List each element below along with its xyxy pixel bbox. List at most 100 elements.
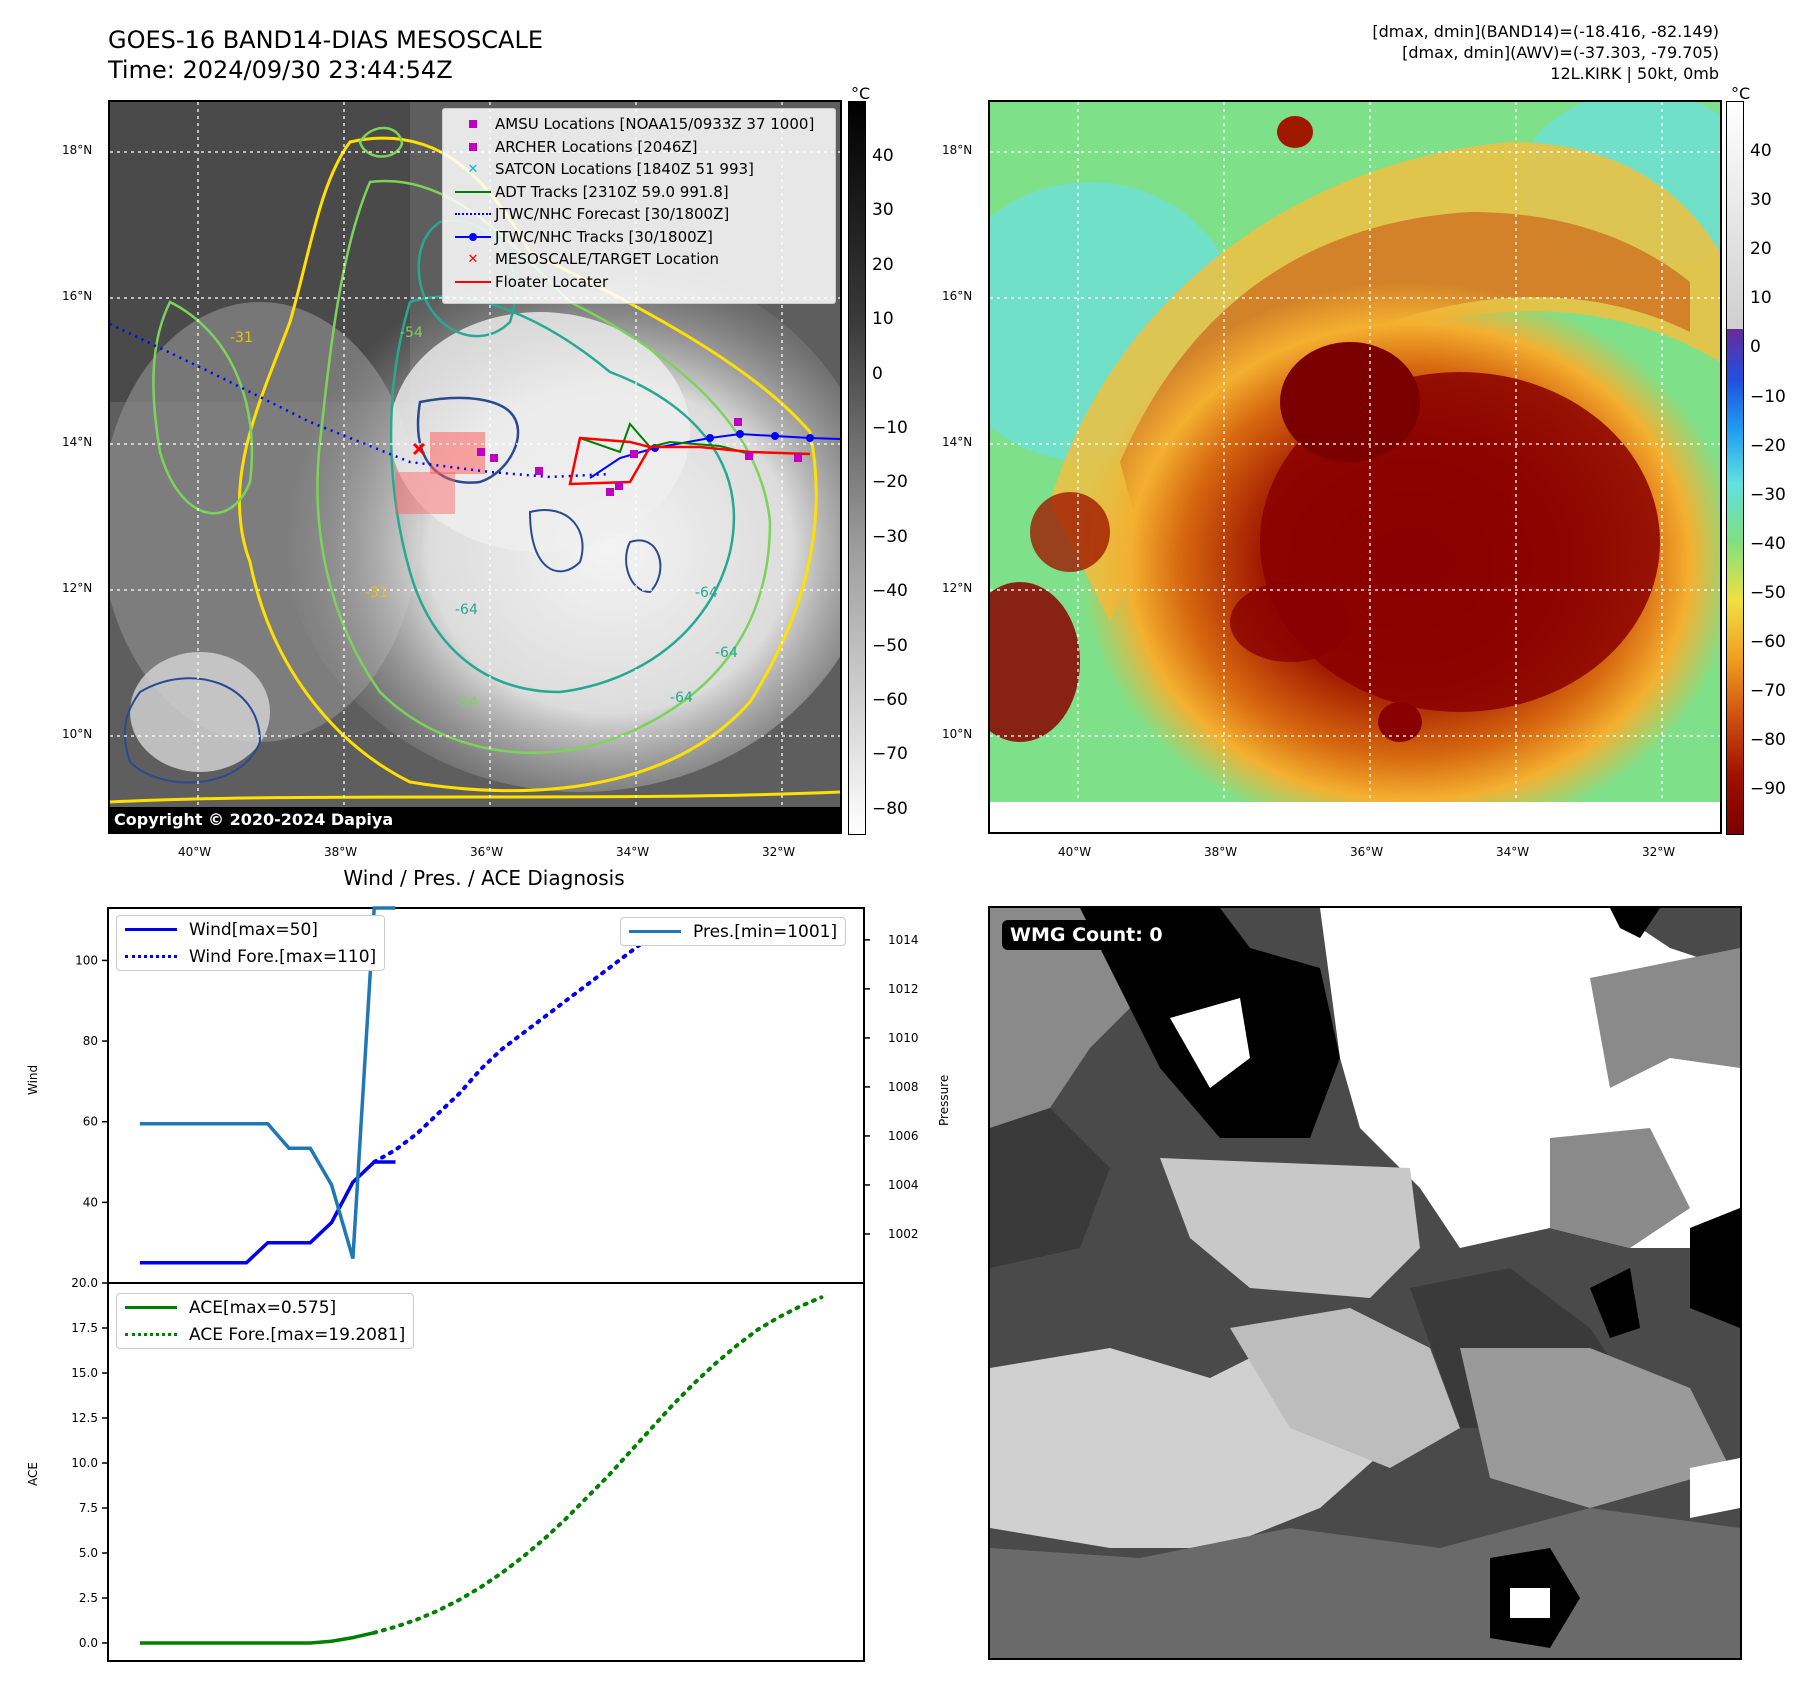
legend-item: Pres.[min=1001]: [621, 918, 845, 945]
legend-item: Wind[max=50]: [117, 916, 384, 943]
ace-tick-label: 2.5: [79, 1591, 98, 1605]
lat-label: 16°N: [62, 289, 93, 303]
map-legend: AMSU Locations [NOAA15/0933Z 37 1000] AR…: [442, 108, 836, 304]
legend-item: ADT Tracks [2310Z 59.0 991.8]: [443, 181, 835, 204]
lon-label: 40°W: [178, 845, 212, 859]
pressure-tick-label: 1012: [888, 982, 919, 996]
contour-label: -54: [400, 325, 423, 341]
colorbar-tick: −50: [872, 635, 908, 656]
pressure-tick-label: 1004: [888, 1178, 919, 1192]
ir-map-left: -31 -64 -64 -64 -64 -54 -54 -31 AMSU Loc…: [108, 100, 842, 834]
dotted-line-icon: [125, 955, 177, 958]
contour-label: -64: [670, 690, 693, 706]
x-marker-icon: ✕: [467, 251, 479, 267]
colorbar-tick: 20: [1750, 239, 1772, 260]
colorbar-tick: −60: [1750, 632, 1786, 652]
legend-item: Wind Fore.[max=110]: [117, 943, 384, 970]
ace-tick-label: 5.0: [79, 1546, 98, 1560]
wind-tick-label: 60: [83, 1115, 98, 1129]
contour-label: -64: [455, 602, 478, 618]
colorbar-tick: −70: [1750, 681, 1786, 702]
line-marker-icon: [455, 280, 491, 283]
lon-label: 36°W: [1350, 845, 1384, 859]
colorbar-tick: 30: [872, 200, 894, 221]
lat-label: 12°N: [942, 581, 973, 595]
lat-label: 18°N: [942, 143, 973, 157]
wind-tick-label: 100: [75, 953, 98, 967]
colorbar-tick: −60: [872, 690, 908, 710]
colorbar-tick: 40: [1750, 141, 1772, 161]
pressure-tick-label: 1002: [888, 1227, 919, 1241]
lat-label: 10°N: [62, 727, 93, 741]
wmg-panel: WMG Count: 0: [988, 906, 1742, 1660]
solid-line-icon: [125, 928, 177, 931]
dotted-line-icon: [125, 1333, 177, 1336]
contour-label: -31: [230, 330, 253, 346]
lat-label: 10°N: [942, 727, 973, 741]
ir-color-drawing: [990, 102, 1720, 832]
ir-map-right: [988, 100, 1722, 834]
lon-label: 38°W: [324, 845, 358, 859]
square-marker-icon: [469, 120, 477, 129]
storm-info: 12L.KIRK | 50kt, 0mb: [1550, 64, 1719, 83]
dotted-line-icon: [455, 213, 491, 216]
ace-tick-label: 20.0: [71, 1276, 98, 1290]
diagnosis-title: Wind / Pres. / ACE Diagnosis: [343, 866, 625, 890]
legend-item: ARCHER Locations [2046Z]: [443, 136, 835, 159]
legend-item: JTWC/NHC Forecast [30/1800Z]: [443, 203, 835, 226]
colorbar-tick: −40: [872, 581, 908, 602]
colorbar-tick: −30: [1750, 484, 1786, 505]
legend-item: ACE[max=0.575]: [117, 1294, 413, 1321]
colorbar-tick: −80: [872, 798, 908, 819]
pressure-tick-label: 1010: [888, 1031, 919, 1045]
colorbar-unit: °C: [1731, 84, 1751, 103]
colorbar-tick: 30: [1750, 190, 1772, 211]
lat-label: 14°N: [62, 435, 93, 449]
colorbar-tick: −50: [1750, 582, 1786, 603]
ace-tick-label: 10.0: [71, 1456, 98, 1470]
colorbar-tick: −80: [1750, 730, 1786, 751]
wmg-drawing: [990, 908, 1740, 1658]
lat-label: 16°N: [942, 289, 973, 303]
pressure-legend: Pres.[min=1001]: [620, 917, 847, 946]
colorbar-tick: −10: [872, 418, 908, 438]
ace-tick-label: 12.5: [71, 1411, 98, 1425]
colorbar-left: [848, 101, 866, 835]
pressure-tick-label: 1008: [888, 1080, 919, 1094]
ace-tick-label: 7.5: [79, 1501, 98, 1515]
legend-item: Floater Locater: [443, 271, 835, 294]
colorbar-tick: 0: [1750, 337, 1761, 358]
colorbar-tick: −10: [1750, 386, 1786, 407]
colorbar-tick: −20: [1750, 435, 1786, 456]
legend-item: JTWC/NHC Tracks [30/1800Z]: [443, 226, 835, 249]
square-marker-icon: [469, 142, 477, 151]
lon-label: 34°W: [616, 845, 650, 859]
colorbar-tick: −70: [872, 744, 908, 765]
solid-line-icon: [629, 930, 681, 933]
lon-label: 32°W: [1642, 845, 1676, 859]
contour-label: -54: [455, 695, 478, 711]
figure-time: Time: 2024/09/30 23:44:54Z: [108, 56, 453, 84]
ace-series-line-1: [372, 1295, 824, 1635]
colorbar-tick: −30: [872, 526, 908, 547]
lon-label: 34°W: [1496, 845, 1530, 859]
ace-legend: ACE[max=0.575] ACE Fore.[max=19.2081]: [116, 1293, 415, 1349]
copyright-banner: Copyright © 2020-2024 Dapiya: [110, 807, 840, 832]
band14-range: [dmax, dmin](BAND14)=(-18.416, -82.149): [1372, 22, 1719, 41]
series-line-0: [139, 1160, 396, 1265]
legend-item: AMSU Locations [NOAA15/0933Z 37 1000]: [443, 113, 835, 136]
wmg-count-badge: WMG Count: 0: [1002, 920, 1171, 950]
awv-range: [dmax, dmin](AWV)=(-37.303, -79.705): [1402, 43, 1719, 62]
legend-item: ✕ SATCON Locations [1840Z 51 993]: [443, 158, 835, 181]
ace-tick-label: 17.5: [71, 1321, 98, 1335]
lon-label: 32°W: [762, 845, 796, 859]
colorbar-right: [1726, 101, 1744, 835]
line-marker-icon: [455, 190, 491, 193]
figure-title: GOES-16 BAND14-DIAS MESOSCALE: [108, 26, 544, 54]
colorbar-tick: 40: [872, 146, 894, 166]
lon-label: 40°W: [1058, 845, 1092, 859]
legend-item: ✕ MESOSCALE/TARGET Location: [443, 248, 835, 271]
lat-label: 14°N: [942, 435, 973, 449]
lat-label: 18°N: [62, 143, 93, 157]
